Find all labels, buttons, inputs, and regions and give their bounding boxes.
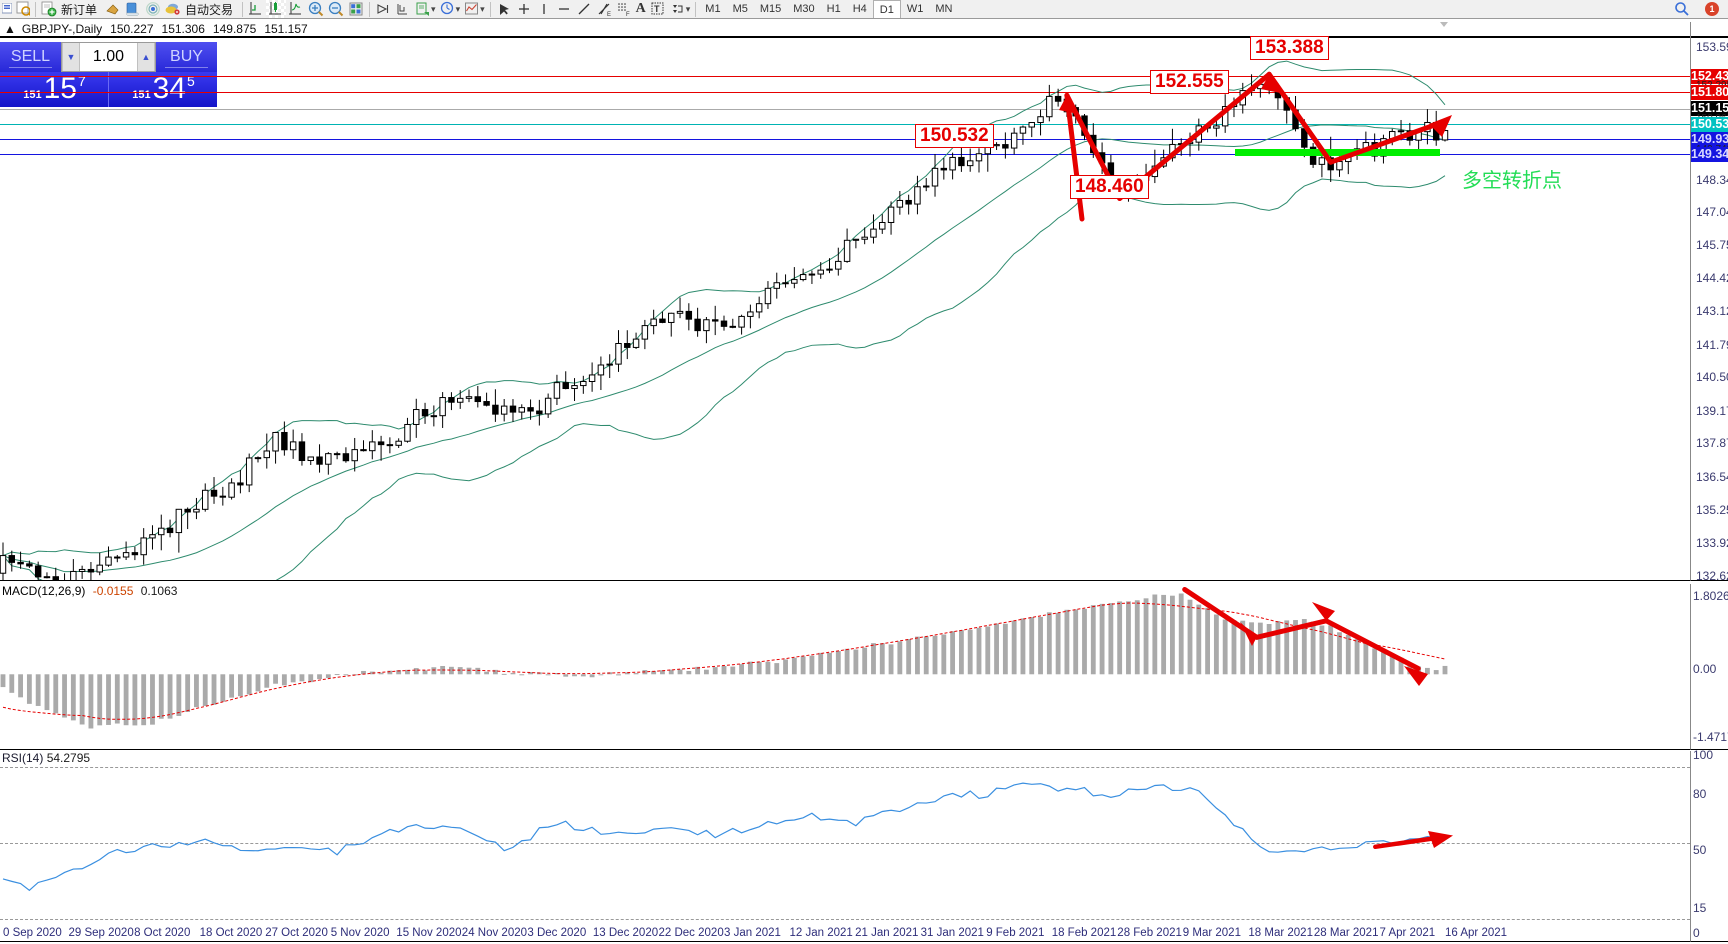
svg-text:F: F	[626, 12, 630, 17]
svg-text:E: E	[607, 12, 611, 17]
svg-text:1: 1	[1709, 4, 1714, 14]
svg-text:T: T	[654, 4, 660, 14]
